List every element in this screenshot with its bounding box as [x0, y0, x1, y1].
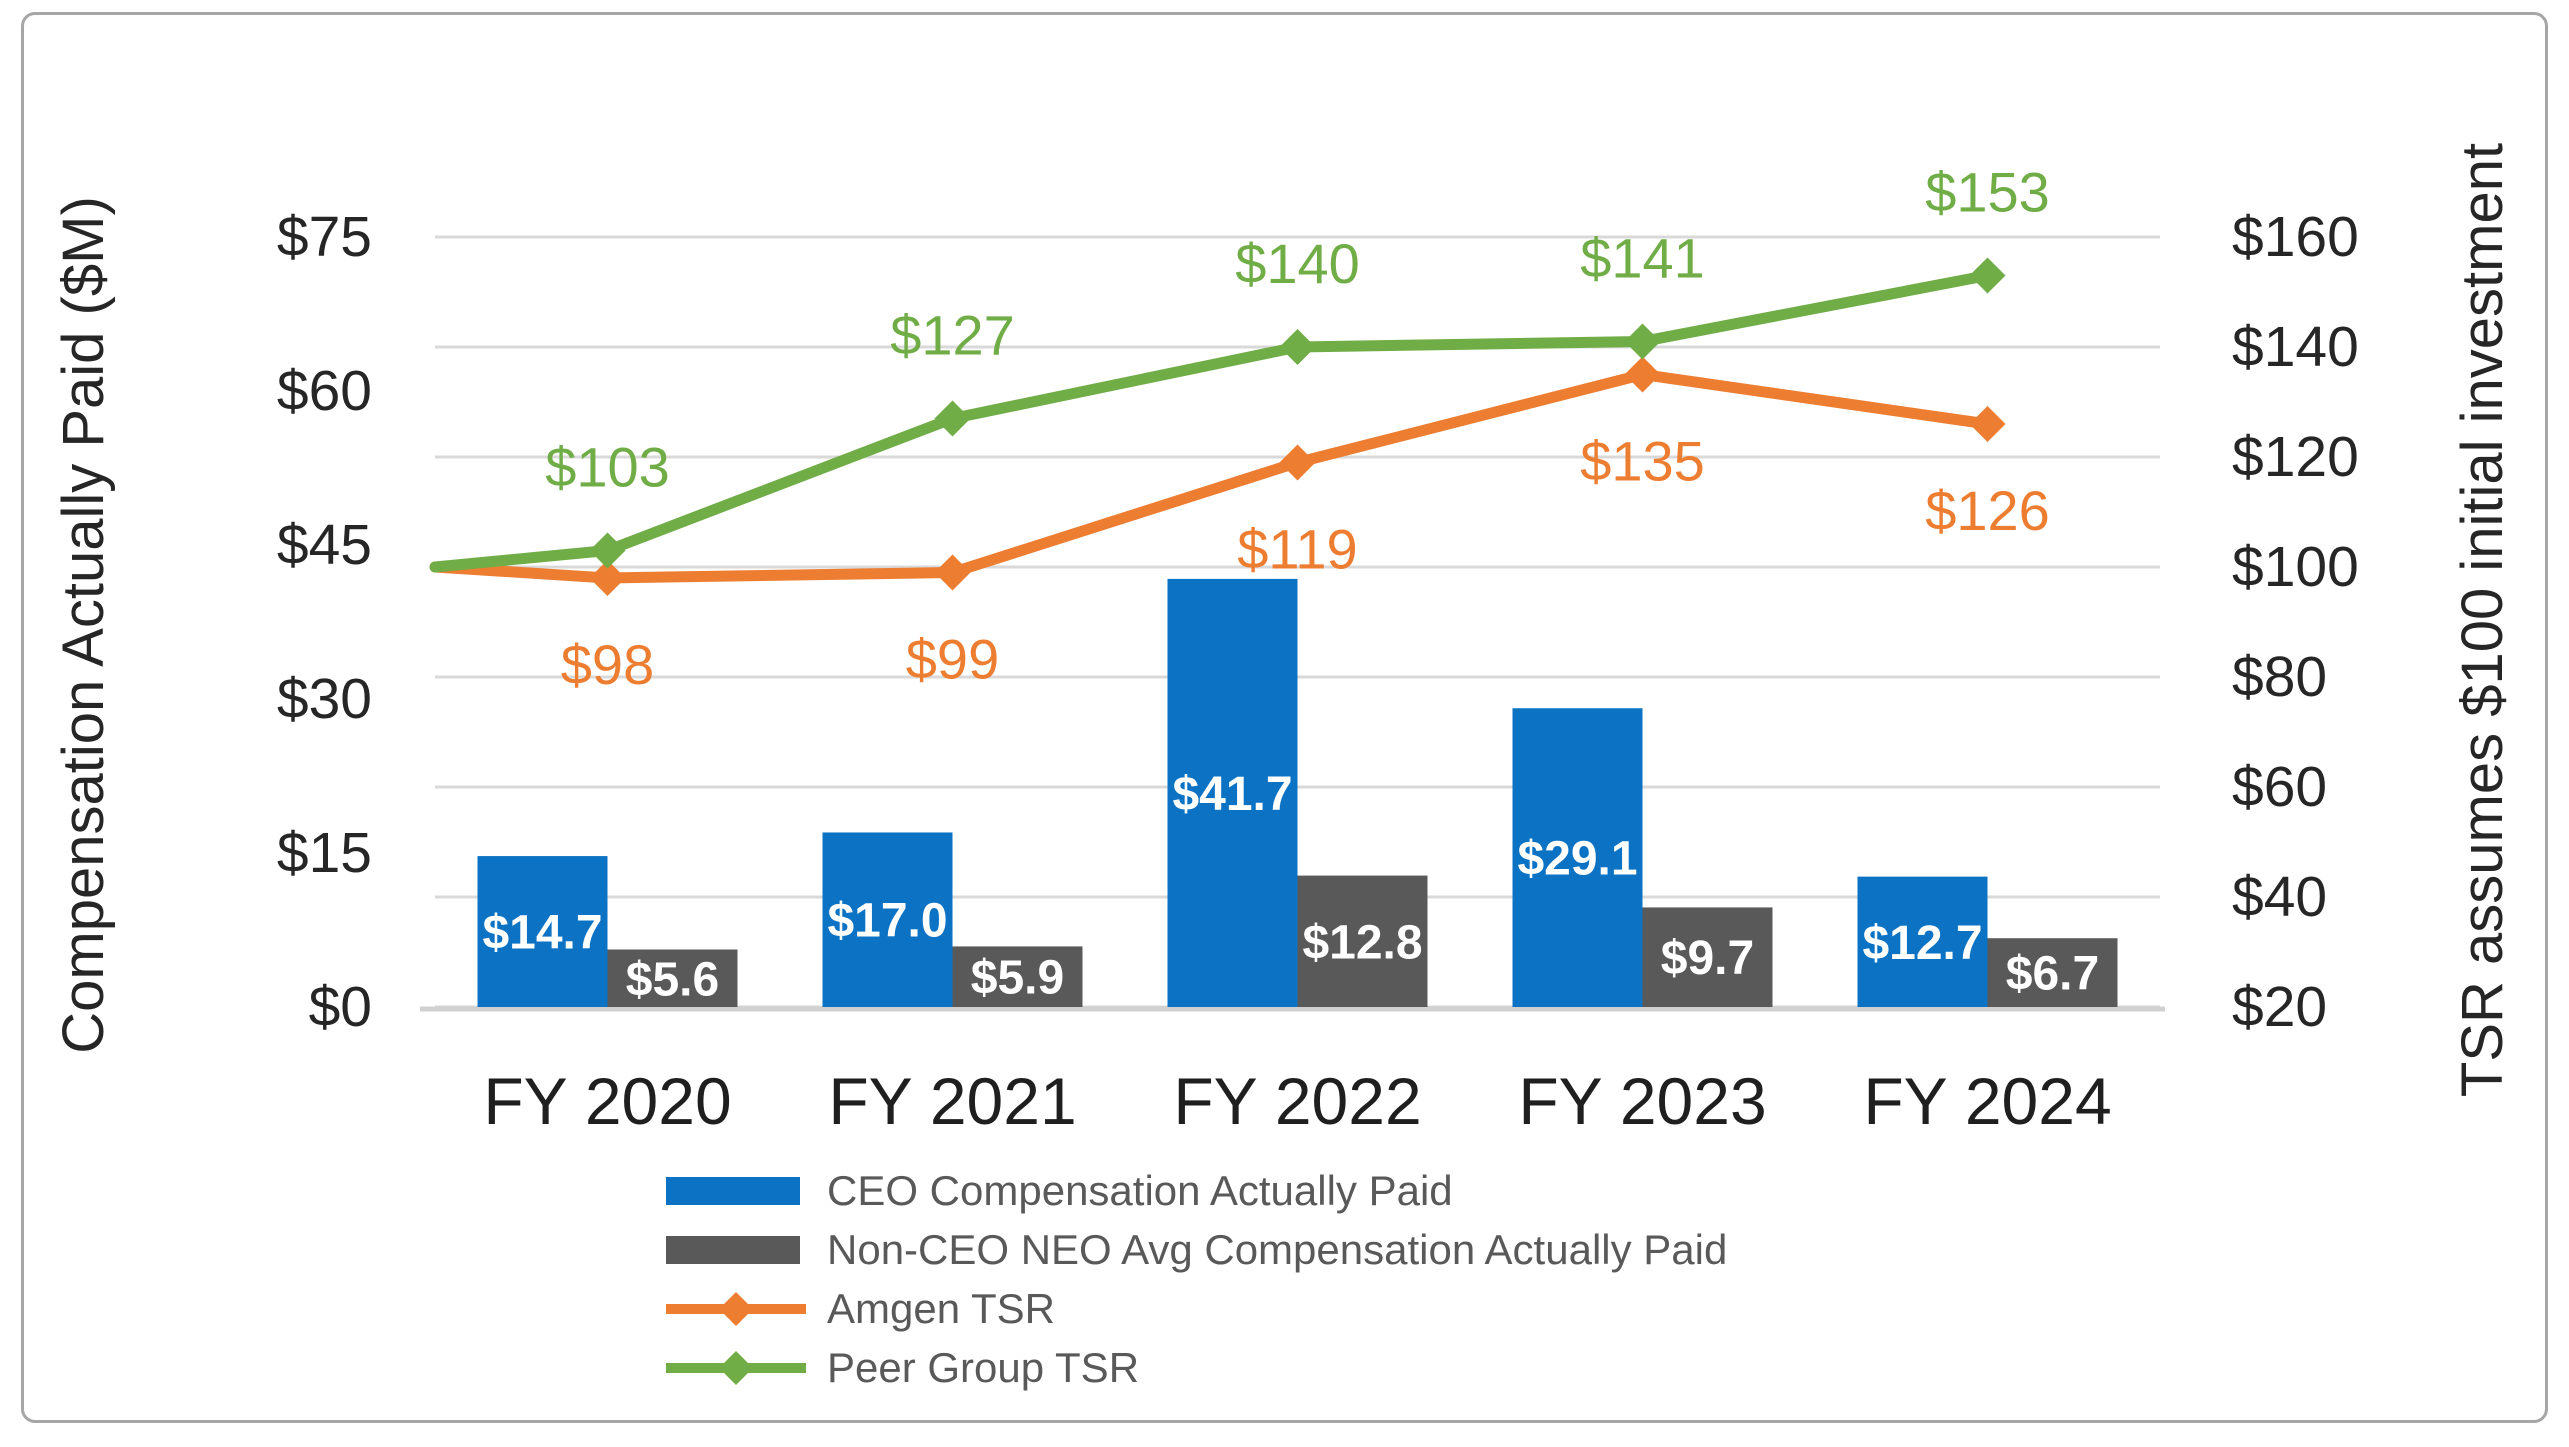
legend-label: Non-CEO NEO Avg Compensation Actually Pa… — [827, 1225, 1728, 1273]
bar-ceo-fy-2020 — [477, 856, 608, 1007]
right-axis-tick: $160 — [2232, 205, 2359, 269]
legend-swatch-non-ceo-bar — [666, 1235, 806, 1264]
bar-ceo-fy-2022 — [1167, 578, 1298, 1007]
bar-label: $29.1 — [1517, 833, 1637, 886]
x-axis-label: FY 2024 — [1863, 1064, 2111, 1138]
bar-label: $14.7 — [482, 907, 602, 960]
right-axis-tick: $100 — [2232, 535, 2359, 599]
marker-amgen-tsr — [1279, 444, 1316, 481]
marker-peer-group-tsr — [934, 400, 971, 437]
right-axis-tick: $140 — [2232, 315, 2359, 379]
bar-label: $17.0 — [827, 895, 947, 948]
legend-item-ceo-cap: CEO Compensation Actually Paid — [666, 1161, 1727, 1220]
gray-bar-swatch-icon — [666, 1235, 800, 1264]
bar-label: $12.7 — [1862, 917, 1982, 970]
line-label: $126 — [1925, 479, 2050, 542]
left-axis-tick: $0 — [309, 975, 372, 1039]
chart-legend: CEO Compensation Actually Paid Non-CEO N… — [666, 1161, 1727, 1397]
legend-swatch-amgen-line — [666, 1291, 806, 1326]
marker-peer-group-tsr — [589, 532, 626, 569]
legend-item-non-ceo-cap: Non-CEO NEO Avg Compensation Actually Pa… — [666, 1220, 1727, 1279]
line-label: $141 — [1580, 227, 1705, 290]
blue-bar-swatch-icon — [666, 1176, 800, 1205]
right-axis-tick: $60 — [2232, 755, 2327, 819]
bar-ceo-fy-2023 — [1512, 708, 1643, 1007]
left-axis-tick: $75 — [277, 205, 372, 269]
bar-label: $41.7 — [1172, 768, 1292, 821]
legend-swatch-peer-line — [666, 1350, 806, 1385]
left-axis-tick: $15 — [277, 821, 372, 885]
line-label: $140 — [1235, 232, 1360, 295]
marker-amgen-tsr — [934, 554, 971, 591]
x-axis-label: FY 2023 — [1518, 1064, 1766, 1138]
line-label: $119 — [1237, 518, 1357, 581]
legend-label: Amgen TSR — [827, 1284, 1055, 1332]
line-label: $103 — [545, 436, 670, 499]
bar-label: $5.9 — [971, 952, 1064, 1005]
bar-ceo-fy-2024 — [1857, 876, 1988, 1007]
bar-non-ceo-fy-2024 — [1987, 938, 2118, 1007]
bar-label: $9.7 — [1661, 932, 1754, 985]
left-axis-tick: $45 — [277, 513, 372, 577]
marker-amgen-tsr — [1624, 356, 1661, 393]
bar-non-ceo-fy-2022 — [1297, 875, 1428, 1007]
right-axis-title: TSR assumes $100 initial investment — [2450, 142, 2515, 1098]
line-peer-group-tsr — [429, 270, 1993, 573]
right-axis-tick: $20 — [2232, 975, 2327, 1039]
legend-item-amgen-tsr: Amgen TSR — [666, 1279, 1727, 1338]
bar-label: $6.7 — [2006, 948, 2099, 1001]
right-axis-tick: $80 — [2232, 645, 2327, 709]
line-label: $127 — [890, 304, 1015, 367]
left-axis-title: Compensation Actually Paid ($M) — [51, 196, 116, 1054]
line-amgen-tsr — [429, 369, 1993, 584]
orange-line-marker-icon — [666, 1291, 806, 1326]
bar-ceo-fy-2021 — [822, 832, 953, 1007]
x-axis-label: FY 2021 — [828, 1064, 1076, 1138]
line-label: $98 — [561, 633, 654, 696]
legend-item-peer-group-tsr: Peer Group TSR — [666, 1338, 1727, 1397]
marker-peer-group-tsr — [1279, 329, 1316, 365]
right-axis-tick: $40 — [2232, 865, 2327, 929]
marker-amgen-tsr — [589, 560, 626, 596]
legend-label: CEO Compensation Actually Paid — [827, 1166, 1453, 1214]
right-axis-tick: $120 — [2232, 425, 2359, 489]
marker-peer-group-tsr — [1969, 257, 2006, 294]
bar-non-ceo-fy-2021 — [952, 946, 1083, 1007]
x-axis-label: FY 2020 — [483, 1064, 731, 1138]
legend-label: Peer Group TSR — [827, 1343, 1140, 1391]
bar-non-ceo-fy-2023 — [1642, 907, 1773, 1007]
bar-label: $5.6 — [626, 953, 719, 1006]
bar-label: $12.8 — [1302, 916, 1422, 969]
left-axis-tick: $60 — [277, 359, 372, 423]
legend-swatch-ceo-bar — [666, 1176, 806, 1205]
marker-amgen-tsr — [1969, 406, 2006, 442]
x-axis-label: FY 2022 — [1173, 1064, 1421, 1138]
line-label: $135 — [1580, 430, 1705, 493]
green-line-marker-icon — [666, 1350, 806, 1385]
line-label: $153 — [1925, 161, 2050, 224]
marker-peer-group-tsr — [1624, 323, 1661, 360]
line-label: $99 — [906, 628, 999, 691]
bar-non-ceo-fy-2020 — [607, 949, 738, 1007]
left-axis-tick: $30 — [277, 667, 372, 731]
